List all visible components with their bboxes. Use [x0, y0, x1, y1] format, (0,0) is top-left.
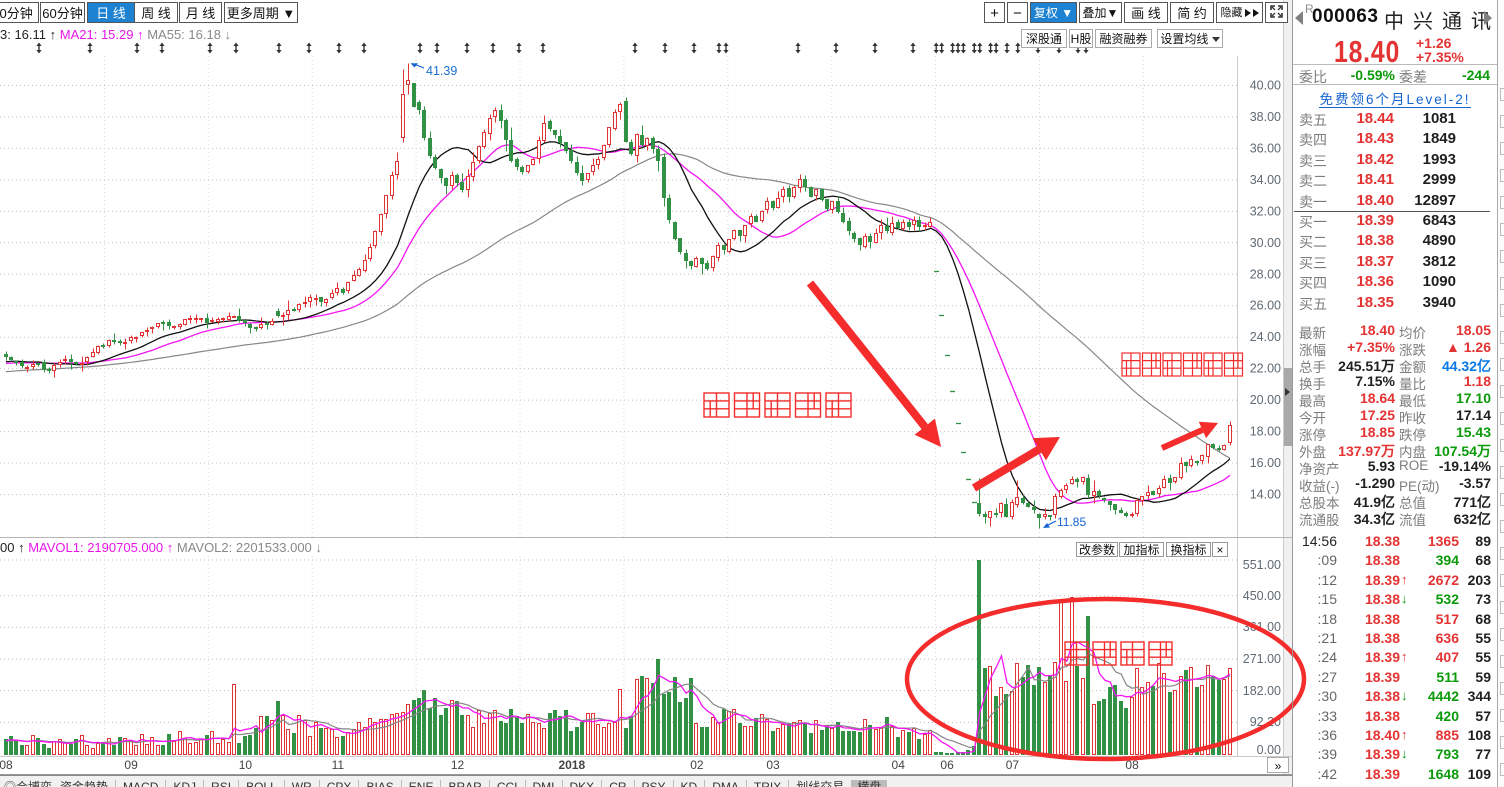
svg-text:24.00: 24.00 [1250, 330, 1281, 344]
svg-text:20.00: 20.00 [1250, 393, 1281, 407]
svg-text:41.39: 41.39 [426, 64, 457, 78]
svg-text:16.00: 16.00 [1250, 456, 1281, 470]
svg-text:07: 07 [1006, 758, 1020, 772]
svg-text:06: 06 [940, 758, 954, 772]
svg-text:38.00: 38.00 [1250, 110, 1281, 124]
svg-text:08: 08 [1125, 758, 1139, 772]
svg-text:34.00: 34.00 [1250, 173, 1281, 187]
svg-text:14.00: 14.00 [1250, 488, 1281, 502]
svg-text:40.00: 40.00 [1250, 79, 1281, 93]
svg-text:92.20: 92.20 [1250, 715, 1281, 729]
svg-text:32.00: 32.00 [1250, 204, 1281, 218]
svg-text:2018: 2018 [558, 758, 585, 772]
svg-text:09: 09 [124, 758, 138, 772]
svg-text:11: 11 [332, 758, 345, 772]
svg-text:36.00: 36.00 [1250, 141, 1281, 155]
svg-text:10: 10 [239, 758, 253, 772]
svg-text:182.00: 182.00 [1243, 684, 1281, 698]
svg-text:11.85: 11.85 [1057, 515, 1086, 529]
svg-text:0.00: 0.00 [1257, 743, 1281, 757]
svg-text:450.00: 450.00 [1243, 589, 1281, 603]
svg-text:30.00: 30.00 [1250, 236, 1281, 250]
svg-text:03: 03 [766, 758, 780, 772]
svg-text:551.00: 551.00 [1243, 558, 1281, 572]
svg-text:02: 02 [690, 758, 704, 772]
svg-text:22.00: 22.00 [1250, 362, 1281, 376]
svg-text:08: 08 [0, 758, 13, 772]
svg-text:04: 04 [892, 758, 906, 772]
svg-text:28.00: 28.00 [1250, 267, 1281, 281]
svg-text:12: 12 [451, 758, 465, 772]
svg-text:18.00: 18.00 [1250, 425, 1281, 439]
svg-text:26.00: 26.00 [1250, 299, 1281, 313]
svg-text:271.00: 271.00 [1243, 652, 1281, 666]
